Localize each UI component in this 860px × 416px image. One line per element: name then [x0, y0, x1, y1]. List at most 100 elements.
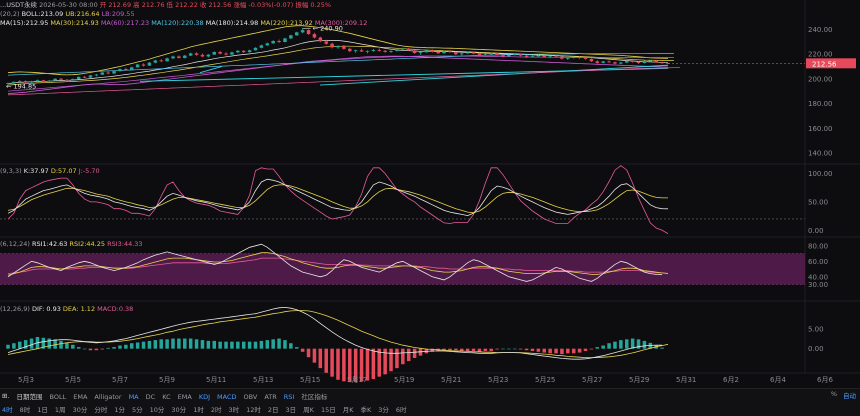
candle-body — [212, 52, 217, 55]
period-option[interactable]: 3分 — [378, 405, 389, 414]
candle — [513, 53, 517, 56]
legend-item: RSI3:44.33 — [107, 240, 143, 248]
candle — [601, 60, 605, 64]
period-option[interactable]: 12时 — [246, 405, 261, 414]
period-option[interactable]: 分时 — [94, 405, 108, 414]
candle — [577, 56, 582, 59]
x-tick-label: 5月9 — [159, 376, 175, 384]
candle-body — [589, 58, 594, 62]
period-option[interactable]: 3时 — [228, 405, 240, 414]
period-option[interactable]: 1周 — [54, 405, 66, 414]
period-option[interactable]: 3日 — [285, 405, 297, 414]
candle — [241, 50, 246, 54]
y-tick-label: 80.00 — [808, 242, 828, 250]
macd-histogram-bar — [471, 348, 476, 351]
sub-indicator-obv[interactable]: OBV — [243, 392, 258, 401]
sub-indicator-社区指标[interactable]: 社区指标 — [301, 392, 328, 401]
candle-body — [353, 50, 358, 52]
period-option[interactable]: 1时 — [193, 405, 204, 414]
candle — [18, 80, 22, 83]
candle-body — [183, 55, 187, 58]
period-option[interactable]: 6时 — [395, 405, 407, 414]
legend-item: UB:216.64 — [65, 10, 101, 18]
period-option[interactable]: 10分 — [149, 405, 165, 414]
date-range-label[interactable]: 日期范围 — [16, 392, 43, 401]
period-option[interactable]: 季K — [360, 405, 372, 414]
macd-histogram-bar — [501, 348, 505, 350]
candle — [259, 44, 264, 49]
sub-indicator-kdj[interactable]: KDJ — [198, 392, 210, 401]
period-option[interactable]: 30分 — [72, 405, 88, 414]
candle — [442, 50, 446, 54]
indicator-kc[interactable]: KC — [162, 392, 171, 401]
candle-body — [542, 55, 547, 57]
candle-body — [501, 54, 505, 57]
candle-body — [312, 34, 317, 38]
candle — [330, 42, 334, 49]
candle — [135, 64, 140, 68]
candle-body — [35, 80, 40, 82]
sub-indicator-macd[interactable]: MACD — [217, 392, 237, 401]
x-tick-label: 6月6 — [817, 376, 833, 384]
candle — [100, 71, 105, 76]
chart-canvas[interactable]: ← 240.90 ← 194.85 212.56 140.00 160.00 180.0… — [0, 0, 860, 388]
candle-body — [165, 58, 169, 62]
candle — [454, 51, 458, 56]
sub-indicator-atr[interactable]: ATR — [264, 392, 277, 401]
period-option[interactable]: 月K — [342, 405, 354, 414]
indicator-ma[interactable]: MA — [128, 392, 139, 401]
candle-body — [236, 50, 240, 53]
percent-toggle[interactable]: % — [830, 390, 837, 398]
period-option[interactable]: 5分 — [131, 405, 143, 414]
candle-body — [395, 49, 399, 52]
macd-histogram-bar — [224, 341, 228, 349]
macd-histogram-bar — [448, 348, 452, 351]
y-tick-label: 140.00 — [808, 150, 833, 158]
candle — [6, 82, 10, 86]
indicator-ema[interactable]: EMA — [73, 392, 88, 401]
macd-histogram-bar — [82, 348, 87, 350]
candle — [212, 51, 217, 55]
macd-histogram-bar — [330, 348, 334, 377]
candle-body — [71, 78, 75, 81]
legend-item: D:57.07 — [51, 167, 79, 175]
candle — [607, 60, 611, 63]
candle — [401, 47, 405, 51]
candle — [76, 76, 81, 80]
period-option[interactable]: 15日 — [320, 405, 336, 414]
candle — [654, 59, 658, 63]
candle — [548, 55, 552, 59]
legend-row: MA(15):212.95 MA(30):214.93 MA(60):217.2… — [0, 19, 367, 27]
main-price-panel: ← 240.90 ← 194.85 212.56 — [6, 24, 856, 96]
period-option[interactable]: 2日 — [267, 405, 279, 414]
candle-body — [619, 62, 623, 64]
period-option[interactable]: 30分 — [171, 405, 187, 414]
sub-indicator-rsi[interactable]: RSI — [283, 392, 295, 401]
period-option[interactable]: 8时 — [19, 405, 31, 414]
period-option[interactable]: 2时 — [210, 405, 222, 414]
indicator-alligator[interactable]: Alligator — [94, 392, 122, 401]
x-tick-label: 5月5 — [65, 376, 81, 384]
candle — [294, 31, 299, 36]
candle-body — [348, 48, 352, 52]
x-tick-label: 5月11 — [206, 376, 226, 384]
candle — [141, 63, 146, 67]
period-option[interactable]: 1日 — [37, 405, 48, 414]
macd-histogram-bar — [236, 341, 240, 349]
macd-histogram-bar — [548, 348, 552, 354]
period-option[interactable]: 1分 — [114, 405, 125, 414]
x-tick-label: 5月29 — [629, 376, 649, 384]
indicator-dc[interactable]: DC — [145, 392, 156, 401]
indicator-boll[interactable]: BOLL — [49, 392, 67, 401]
menu-dots-icon[interactable]: ⊞. — [2, 391, 10, 400]
indicator-legends: ...USDT永续 2026-05-30 08:00 开 212.69 高 21… — [0, 0, 367, 313]
period-option[interactable]: 周K — [303, 405, 314, 414]
auto-scale-toggle[interactable]: 自动 — [843, 392, 856, 400]
candle — [171, 55, 175, 60]
macd-histogram-bar — [171, 338, 175, 349]
macd-histogram-bar — [459, 348, 464, 351]
period-option[interactable]: 4时 — [2, 405, 13, 414]
sub-indicator-ema[interactable]: EMA — [177, 392, 192, 401]
candle — [489, 52, 493, 55]
candle — [247, 49, 252, 53]
